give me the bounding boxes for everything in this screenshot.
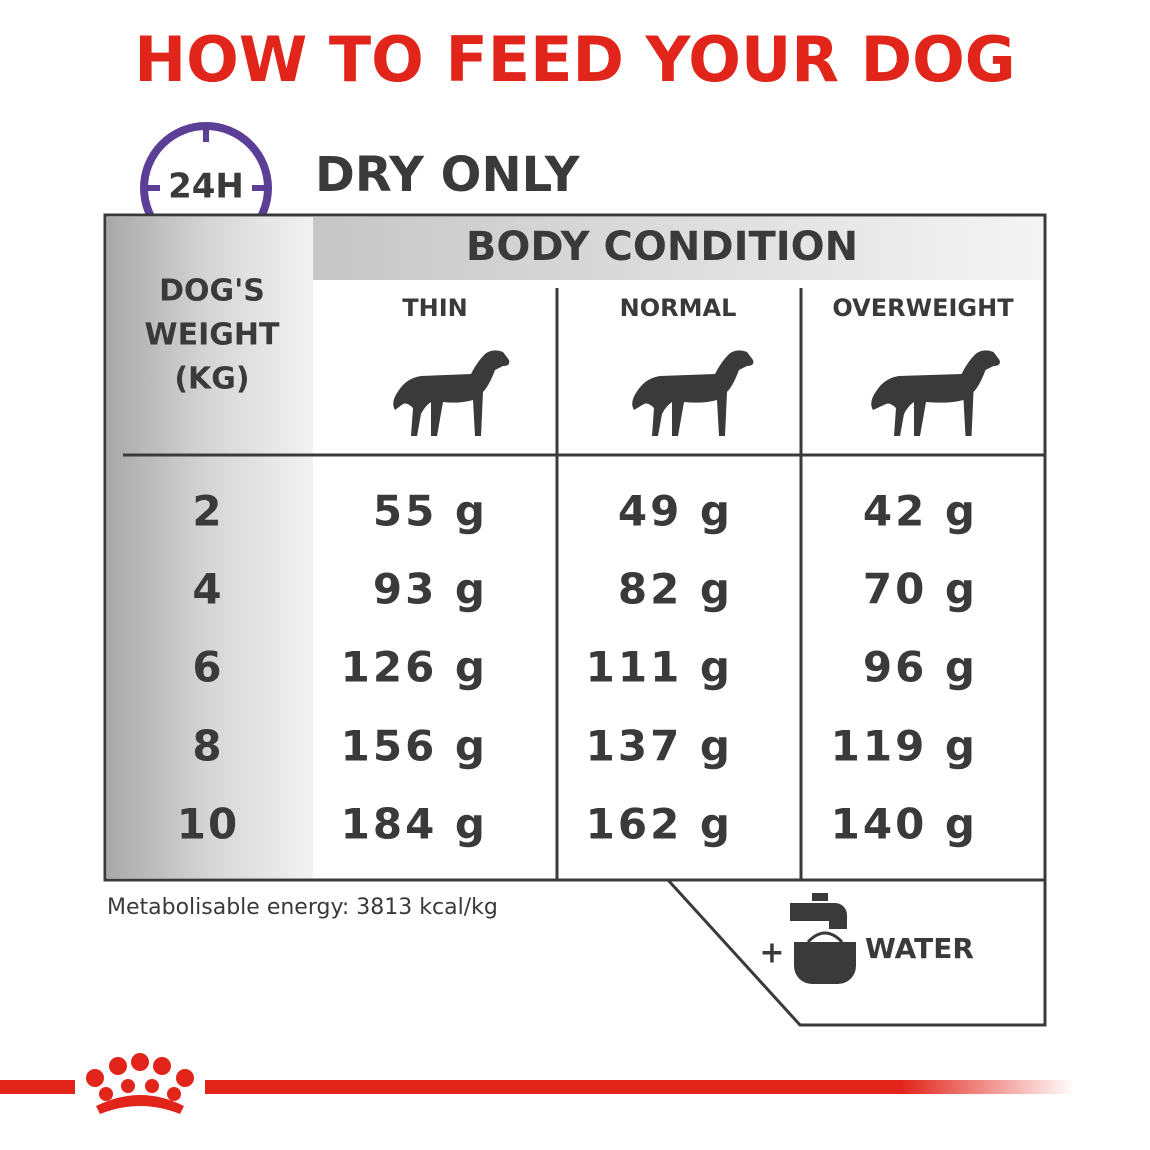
amount-cell: 156 g [341,722,488,771]
amount-cell: 119 g [831,722,978,771]
amount-cell: 126 g [341,643,488,692]
weight-cell: 2 [192,487,223,536]
dog-icon [632,350,754,436]
weight-column [107,217,313,878]
amount-cell: 70 g [863,565,978,614]
amount-cell: 82 g [618,565,733,614]
brand-crown [86,1053,194,1114]
dog-icon [393,350,510,436]
weight-cell: 4 [192,565,223,614]
group-header: BODY CONDITION [466,224,858,270]
amount-cell: 96 g [863,643,978,692]
row-header: (KG) [174,362,249,397]
row-header: WEIGHT [145,318,280,353]
amount-cell: 55 g [373,487,488,536]
clock-label: 24H [168,167,244,207]
column-header: NORMAL [620,294,737,322]
amount-cell: 184 g [341,800,488,849]
dog-icons [393,350,1000,436]
subtitle: DRY ONLY [315,147,581,203]
water-box [664,878,1047,1027]
title: HOW TO FEED YOUR DOG [134,23,1015,96]
weight-cell: 10 [177,800,239,849]
footnote: Metabolisable energy: 3813 kcal/kg [107,895,498,920]
amount-cell: 162 g [586,800,733,849]
amount-cell: 93 g [373,565,488,614]
row-header: DOG'S [159,274,265,309]
weight-cell: 6 [192,643,223,692]
dog-icon [871,350,1000,436]
amount-cell: 42 g [863,487,978,536]
water-label: WATER [865,932,974,965]
water-plus: + [759,936,784,971]
amount-cell: 137 g [586,722,733,771]
column-header: THIN [402,294,467,322]
brand-line [205,1080,1075,1094]
brand-line [0,1080,75,1094]
column-header: OVERWEIGHT [832,294,1014,322]
water-icon [790,893,856,984]
clock-icon [140,122,272,215]
weight-cell: 8 [192,722,223,771]
amount-cell: 49 g [618,487,733,536]
amount-cell: 111 g [586,643,733,692]
amount-cell: 140 g [831,800,978,849]
